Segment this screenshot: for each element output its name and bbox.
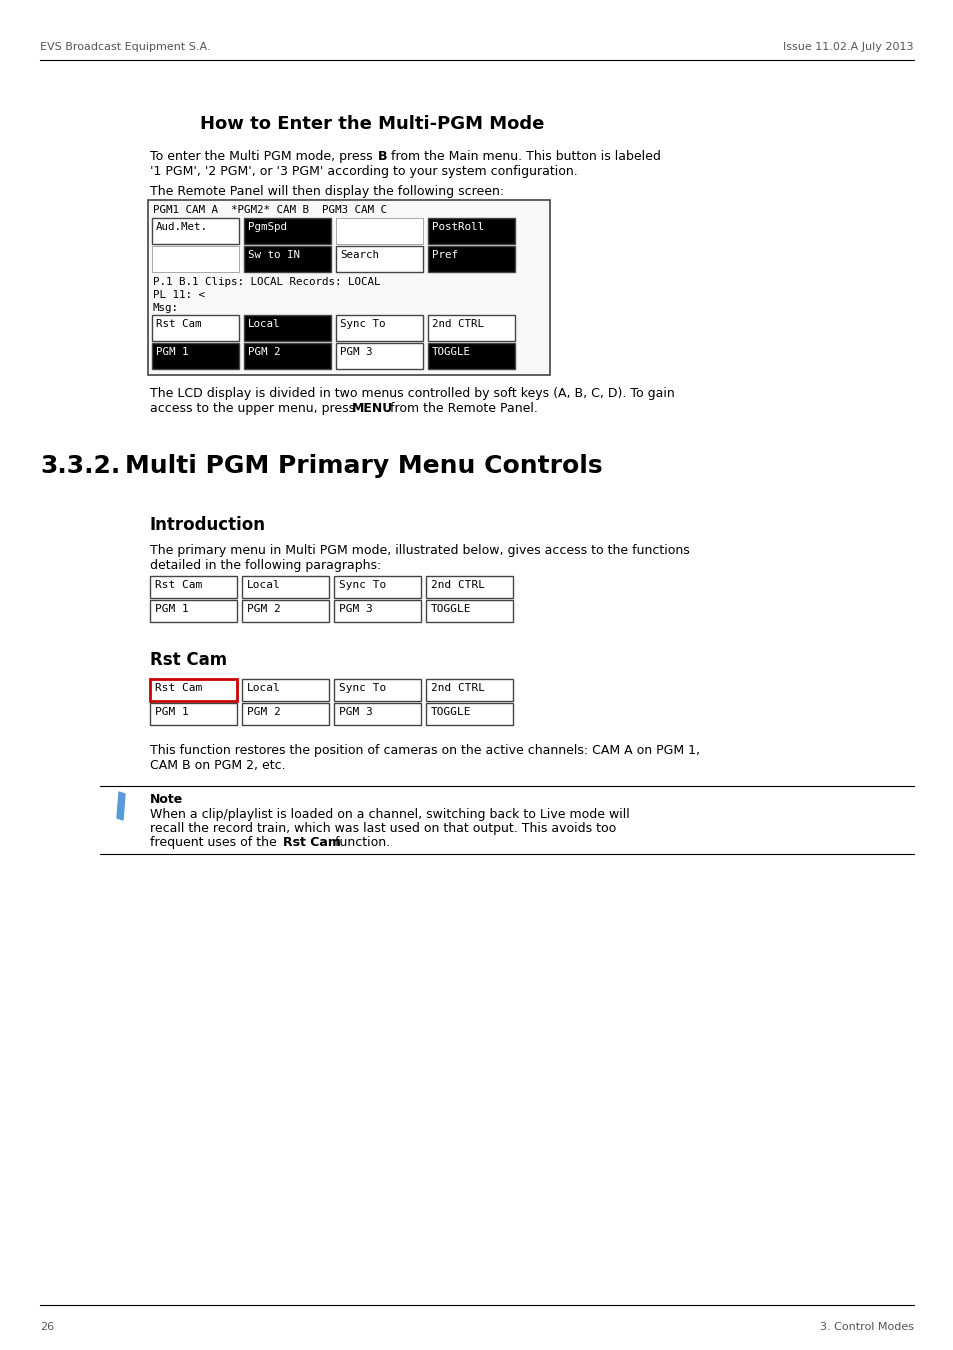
Text: Local: Local [247, 580, 280, 590]
Text: Issue 11.02.A July 2013: Issue 11.02.A July 2013 [782, 42, 913, 53]
Text: The primary menu in Multi PGM mode, illustrated below, gives access to the funct: The primary menu in Multi PGM mode, illu… [150, 544, 689, 558]
Text: from the Remote Panel.: from the Remote Panel. [386, 402, 537, 414]
Text: P.1 B.1 Clips: LOCAL Records: LOCAL: P.1 B.1 Clips: LOCAL Records: LOCAL [152, 277, 380, 288]
Text: PL 11: <: PL 11: < [152, 290, 205, 300]
FancyBboxPatch shape [426, 599, 513, 622]
FancyBboxPatch shape [334, 599, 420, 622]
Text: Local: Local [247, 683, 280, 693]
FancyBboxPatch shape [335, 246, 422, 271]
FancyBboxPatch shape [150, 679, 236, 701]
FancyBboxPatch shape [150, 576, 236, 598]
FancyBboxPatch shape [334, 679, 420, 701]
FancyBboxPatch shape [150, 599, 236, 622]
FancyBboxPatch shape [152, 217, 239, 244]
Text: access to the upper menu, press: access to the upper menu, press [150, 402, 358, 414]
Text: TOGGLE: TOGGLE [432, 347, 471, 356]
Text: Rst Cam: Rst Cam [150, 651, 227, 670]
Text: How to Enter the Multi-PGM Mode: How to Enter the Multi-PGM Mode [200, 115, 544, 134]
Text: Introduction: Introduction [150, 516, 266, 535]
FancyBboxPatch shape [242, 703, 329, 725]
FancyBboxPatch shape [428, 315, 515, 342]
FancyBboxPatch shape [152, 246, 239, 271]
Text: Local: Local [248, 319, 280, 329]
FancyBboxPatch shape [335, 315, 422, 342]
FancyBboxPatch shape [334, 576, 420, 598]
Text: PGM 2: PGM 2 [247, 707, 280, 717]
FancyBboxPatch shape [148, 200, 550, 375]
Text: recall the record train, which was last used on that output. This avoids too: recall the record train, which was last … [150, 822, 616, 836]
Text: EVS Broadcast Equipment S.A.: EVS Broadcast Equipment S.A. [40, 42, 211, 53]
Text: 2nd CTRL: 2nd CTRL [431, 580, 484, 590]
FancyBboxPatch shape [244, 246, 331, 271]
FancyBboxPatch shape [426, 679, 513, 701]
Text: Rst Cam: Rst Cam [154, 683, 202, 693]
Text: Rst Cam: Rst Cam [156, 319, 201, 329]
FancyBboxPatch shape [335, 217, 422, 244]
Text: PGM 1: PGM 1 [154, 707, 189, 717]
FancyBboxPatch shape [244, 315, 331, 342]
FancyBboxPatch shape [244, 217, 331, 244]
FancyBboxPatch shape [335, 343, 422, 369]
Text: Pref: Pref [432, 250, 457, 261]
Text: To enter the Multi PGM mode, press: To enter the Multi PGM mode, press [150, 150, 376, 163]
FancyBboxPatch shape [242, 679, 329, 701]
Text: 3. Control Modes: 3. Control Modes [820, 1322, 913, 1332]
Text: '1 PGM', '2 PGM', or '3 PGM' according to your system configuration.: '1 PGM', '2 PGM', or '3 PGM' according t… [150, 165, 578, 178]
FancyBboxPatch shape [428, 217, 515, 244]
Text: Rst Cam: Rst Cam [283, 836, 340, 849]
FancyBboxPatch shape [150, 703, 236, 725]
Polygon shape [117, 792, 125, 819]
Text: This function restores the position of cameras on the active channels: CAM A on : This function restores the position of c… [150, 744, 700, 757]
Text: PGM 2: PGM 2 [248, 347, 280, 356]
Text: PGM 3: PGM 3 [338, 707, 373, 717]
Text: CAM B on PGM 2, etc.: CAM B on PGM 2, etc. [150, 759, 285, 772]
Text: PGM1 CAM A  *PGM2* CAM B  PGM3 CAM C: PGM1 CAM A *PGM2* CAM B PGM3 CAM C [152, 205, 387, 215]
FancyBboxPatch shape [428, 343, 515, 369]
Text: 2nd CTRL: 2nd CTRL [431, 683, 484, 693]
FancyBboxPatch shape [242, 599, 329, 622]
FancyBboxPatch shape [152, 343, 239, 369]
FancyBboxPatch shape [152, 315, 239, 342]
Text: When a clip/playlist is loaded on a channel, switching back to Live mode will: When a clip/playlist is loaded on a chan… [150, 809, 629, 821]
Text: 2nd CTRL: 2nd CTRL [432, 319, 483, 329]
Text: Sync To: Sync To [338, 683, 386, 693]
Text: TOGGLE: TOGGLE [431, 603, 471, 614]
Text: PostRoll: PostRoll [432, 221, 483, 232]
Text: The Remote Panel will then display the following screen:: The Remote Panel will then display the f… [150, 185, 503, 198]
Text: Search: Search [339, 250, 378, 261]
Text: The LCD display is divided in two menus controlled by soft keys (A, B, C, D). To: The LCD display is divided in two menus … [150, 387, 674, 400]
Text: frequent uses of the: frequent uses of the [150, 836, 280, 849]
Text: PGM 1: PGM 1 [156, 347, 189, 356]
Text: Sw to IN: Sw to IN [248, 250, 299, 261]
Text: PGM 3: PGM 3 [338, 603, 373, 614]
Text: Sync To: Sync To [339, 319, 385, 329]
Text: TOGGLE: TOGGLE [431, 707, 471, 717]
Text: Rst Cam: Rst Cam [154, 580, 202, 590]
FancyBboxPatch shape [426, 576, 513, 598]
Text: Sync To: Sync To [338, 580, 386, 590]
Text: 3.3.2.: 3.3.2. [40, 454, 120, 478]
Text: B: B [377, 150, 387, 163]
Text: PGM 3: PGM 3 [339, 347, 372, 356]
Text: PGM 1: PGM 1 [154, 603, 189, 614]
Text: PgmSpd: PgmSpd [248, 221, 287, 232]
Text: from the Main menu. This button is labeled: from the Main menu. This button is label… [387, 150, 660, 163]
Text: function.: function. [331, 836, 390, 849]
Text: detailed in the following paragraphs:: detailed in the following paragraphs: [150, 559, 381, 572]
Text: MENU: MENU [352, 402, 393, 414]
FancyBboxPatch shape [244, 343, 331, 369]
FancyBboxPatch shape [426, 703, 513, 725]
Text: 26: 26 [40, 1322, 54, 1332]
Text: Msg:: Msg: [152, 302, 179, 313]
Text: PGM 2: PGM 2 [247, 603, 280, 614]
FancyBboxPatch shape [428, 246, 515, 271]
Text: Multi PGM Primary Menu Controls: Multi PGM Primary Menu Controls [125, 454, 602, 478]
FancyBboxPatch shape [242, 576, 329, 598]
FancyBboxPatch shape [334, 703, 420, 725]
Text: Note: Note [150, 792, 183, 806]
Text: Aud.Met.: Aud.Met. [156, 221, 208, 232]
